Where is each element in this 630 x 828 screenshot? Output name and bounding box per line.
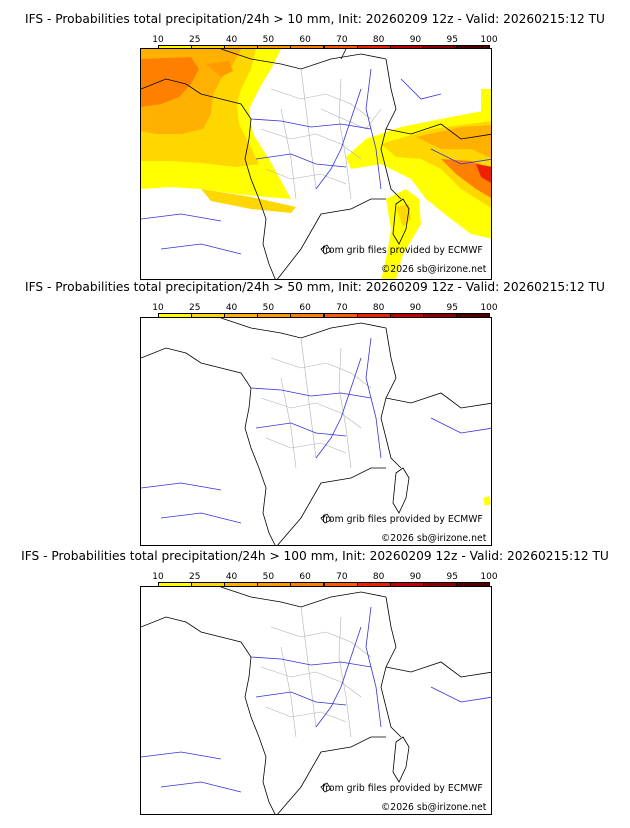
colorbar-label: 80 — [372, 572, 385, 582]
probability-map: from grib files provided by ECMWF ©2026 … — [140, 586, 492, 815]
colorbar-label: 100 — [480, 303, 498, 313]
colorbar-label: 25 — [189, 35, 201, 45]
probability-map: from grib files provided by ECMWF ©2026 … — [140, 48, 492, 280]
country-borders — [141, 587, 491, 814]
colorbar-label: 25 — [189, 572, 201, 582]
colorbar-label: 25 — [189, 303, 201, 313]
colorbar-label: 60 — [299, 303, 311, 313]
credit-source: from grib files provided by ECMWF — [322, 245, 483, 256]
colorbar-label: 50 — [262, 35, 275, 45]
colorbar-label: 95 — [446, 572, 458, 582]
colorbar-label: 60 — [299, 572, 311, 582]
regional-boundaries — [260, 68, 382, 200]
colorbar-label: 10 — [152, 303, 164, 313]
map-panel-10mm: IFS - Probabilities total precipitation/… — [0, 12, 630, 282]
map-canvas — [141, 587, 491, 814]
colorbar-label: 90 — [409, 572, 422, 582]
colorbar-label: 50 — [262, 572, 275, 582]
regional-boundaries — [260, 606, 372, 738]
colorbar-label: 100 — [480, 572, 498, 582]
colorbar-label: 10 — [152, 35, 164, 45]
coastline-islands — [320, 467, 410, 524]
colorbar-label: 90 — [409, 303, 422, 313]
colorbar-label: 100 — [480, 35, 498, 45]
colorbar-label: 70 — [336, 35, 348, 45]
panel-title: IFS - Probabilities total precipitation/… — [25, 280, 605, 294]
colorbar: 10 25 40 50 60 70 80 90 95 100 — [152, 303, 498, 321]
panel-title: IFS - Probabilities total precipitation/… — [25, 12, 605, 26]
coastline-islands — [320, 198, 410, 255]
colorbar: 10 25 40 50 60 70 80 90 95 100 — [152, 572, 498, 590]
map-panel-50mm: IFS - Probabilities total precipitation/… — [0, 280, 630, 550]
colorbar: 10 25 40 50 60 70 80 90 95 100 — [152, 35, 498, 53]
credit-copyright: ©2026 sb@irizone.net — [381, 264, 487, 275]
credit-source: from grib files provided by ECMWF — [322, 514, 483, 525]
colorbar-label: 70 — [336, 303, 348, 313]
credit-copyright: ©2026 sb@irizone.net — [381, 533, 487, 544]
colorbar-label: 70 — [336, 572, 348, 582]
precip-probability-shading — [483, 496, 491, 506]
colorbar-label: 60 — [299, 35, 311, 45]
colorbar-label: 95 — [446, 35, 458, 45]
regional-boundaries — [260, 337, 372, 469]
colorbar-label: 40 — [225, 303, 238, 313]
credit-copyright: ©2026 sb@irizone.net — [381, 802, 487, 813]
map-canvas — [141, 318, 491, 545]
map-panel-100mm: IFS - Probabilities total precipitation/… — [0, 549, 630, 819]
colorbar-label: 90 — [409, 35, 422, 45]
colorbar-label: 40 — [225, 35, 238, 45]
colorbar-label: 10 — [152, 572, 164, 582]
colorbar-label: 50 — [262, 303, 275, 313]
rivers — [141, 606, 491, 793]
map-canvas — [141, 49, 491, 279]
precip-probability-shading — [141, 49, 491, 279]
probability-map: from grib files provided by ECMWF ©2026 … — [140, 317, 492, 546]
coastline-islands — [320, 736, 410, 793]
rivers — [141, 68, 491, 255]
colorbar-label: 95 — [446, 303, 458, 313]
country-borders — [141, 318, 491, 545]
colorbar-label: 40 — [225, 572, 238, 582]
colorbar-label: 80 — [372, 303, 385, 313]
colorbar-label: 80 — [372, 35, 385, 45]
panel-title: IFS - Probabilities total precipitation/… — [21, 549, 609, 563]
credit-source: from grib files provided by ECMWF — [322, 783, 483, 794]
rivers — [141, 337, 491, 524]
